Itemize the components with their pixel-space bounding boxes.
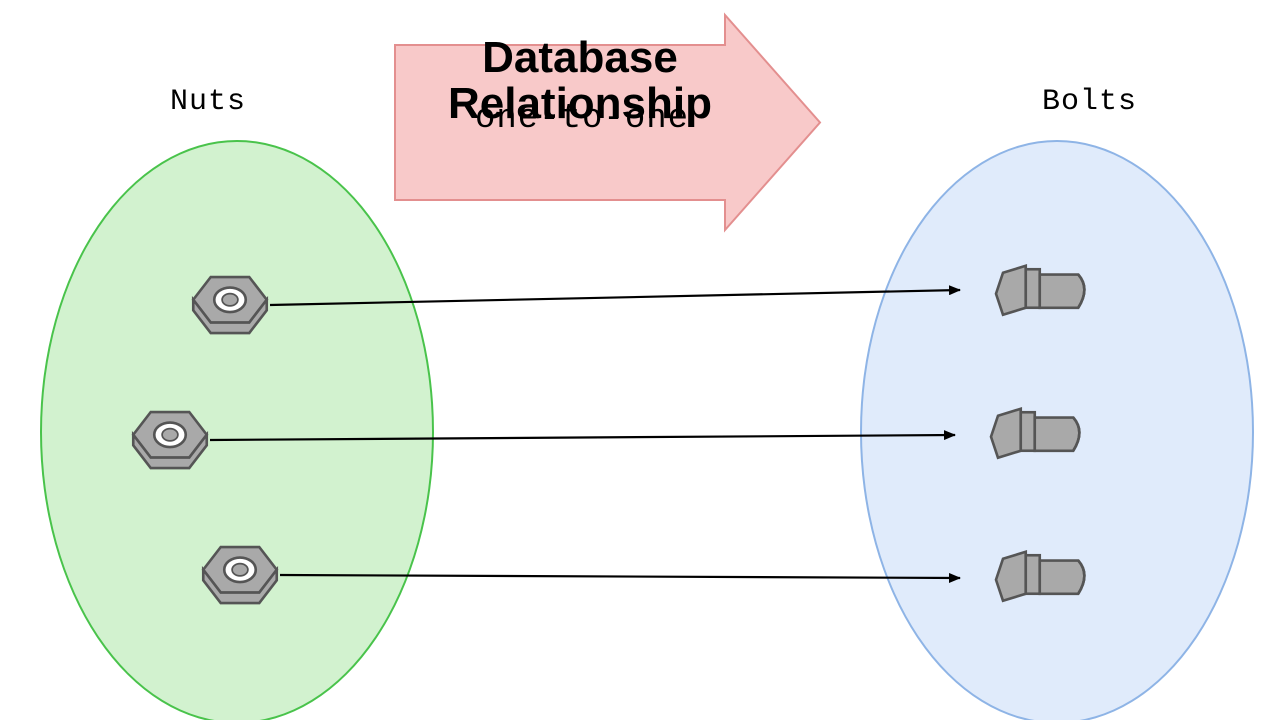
diagram-title: Database Relationship — [440, 35, 720, 127]
nut-icon — [195, 540, 285, 615]
bolt-icon — [985, 400, 1095, 475]
bolt-icon — [990, 543, 1100, 618]
nut-icon — [125, 405, 215, 480]
title-line-1: Database — [440, 35, 720, 81]
bolt-icon — [990, 257, 1100, 332]
title-line-2: Relationship — [440, 81, 720, 127]
relationship-links — [210, 290, 960, 578]
diagram-canvas: Nuts one-to-one Bolts Database Relations… — [0, 0, 1280, 720]
nut-icon — [185, 270, 275, 345]
label-nuts: Nuts — [170, 85, 246, 119]
label-bolts: Bolts — [1042, 85, 1137, 119]
